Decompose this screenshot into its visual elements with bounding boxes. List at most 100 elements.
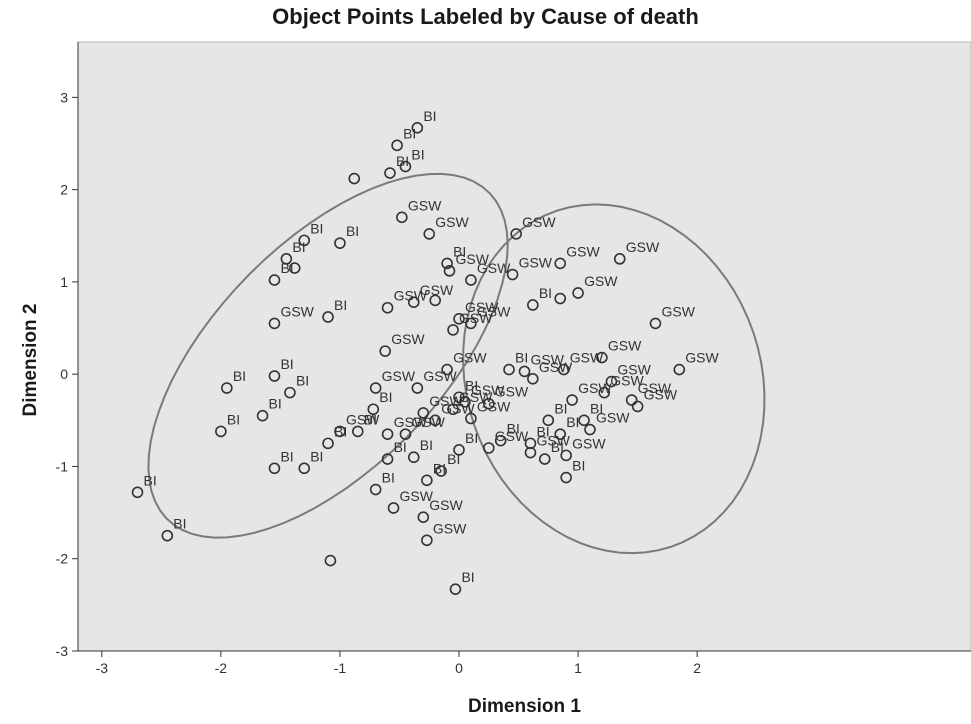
point-label: GSW bbox=[346, 411, 380, 427]
point-label: GSW bbox=[610, 373, 644, 389]
data-point bbox=[572, 287, 584, 299]
data-point bbox=[506, 268, 519, 281]
y-axis-label: Dimension 2 bbox=[20, 303, 41, 417]
axes-layer: -3 -2 -1 0 1 2 3 -3 -2 -1 0 1 2 bbox=[56, 42, 971, 676]
x-tick-label: 1 bbox=[574, 660, 582, 676]
data-point bbox=[453, 444, 465, 456]
point-label: GSW bbox=[531, 351, 565, 367]
data-point bbox=[598, 386, 611, 399]
point-label: GSW bbox=[429, 497, 463, 513]
data-point bbox=[268, 317, 281, 330]
data-point bbox=[381, 453, 394, 465]
point-label: BI bbox=[465, 430, 478, 446]
point-label: BI bbox=[396, 153, 409, 169]
point-label: GSW bbox=[394, 414, 428, 430]
data-point bbox=[518, 365, 531, 378]
data-point bbox=[482, 442, 495, 454]
point-label: BI bbox=[144, 472, 157, 488]
point-label: GSW bbox=[536, 433, 570, 449]
data-point bbox=[348, 172, 361, 185]
data-point bbox=[411, 382, 424, 394]
point-label: GSW bbox=[411, 414, 445, 430]
plot-area bbox=[77, 41, 971, 652]
data-point bbox=[387, 502, 400, 514]
data-point bbox=[399, 428, 412, 440]
data-point bbox=[510, 228, 522, 240]
data-point bbox=[417, 407, 430, 419]
data-point bbox=[605, 375, 618, 388]
data-point bbox=[441, 257, 453, 270]
y-tick-label: 2 bbox=[60, 182, 68, 198]
point-label: GSW bbox=[539, 359, 573, 375]
data-point bbox=[542, 414, 555, 427]
point-label: BI bbox=[280, 448, 293, 464]
data-point bbox=[429, 294, 442, 307]
data-point bbox=[538, 453, 551, 465]
point-label: BI bbox=[280, 356, 293, 372]
point-label: BI bbox=[590, 400, 603, 416]
data-point bbox=[494, 434, 507, 447]
point-label: BI bbox=[292, 239, 305, 255]
point-label: BI bbox=[423, 108, 436, 124]
data-point bbox=[554, 257, 567, 270]
data-point bbox=[334, 425, 346, 438]
point-label: BI bbox=[394, 439, 407, 455]
data-point bbox=[482, 397, 495, 410]
y-tick-label: 1 bbox=[60, 274, 68, 290]
x-tick-label: 0 bbox=[455, 660, 463, 676]
cluster-ellipse bbox=[147, 172, 509, 539]
point-label: BI bbox=[539, 285, 552, 301]
point-label: BI bbox=[447, 451, 460, 467]
x-tick-label: -1 bbox=[334, 660, 347, 676]
data-point bbox=[449, 583, 462, 595]
point-label: BI bbox=[296, 373, 309, 389]
data-point bbox=[391, 139, 403, 152]
data-point bbox=[407, 451, 420, 464]
point-label: GSW bbox=[685, 350, 719, 366]
y-tick-label: -2 bbox=[56, 551, 69, 567]
data-point bbox=[268, 274, 281, 286]
data-point bbox=[334, 237, 346, 249]
point-label: GSW bbox=[441, 400, 475, 416]
point-label: GSW bbox=[465, 299, 499, 315]
point-label: GSW bbox=[596, 410, 630, 426]
data-point bbox=[324, 554, 337, 567]
data-point bbox=[298, 234, 311, 247]
point-label: GSW bbox=[584, 273, 618, 289]
point-label: BI bbox=[227, 411, 240, 427]
data-point bbox=[566, 394, 578, 406]
data-point bbox=[268, 462, 281, 475]
data-point bbox=[465, 412, 477, 425]
point-label: BI bbox=[346, 223, 359, 239]
point-label: BI bbox=[536, 423, 549, 439]
point-label: GSW bbox=[519, 255, 553, 271]
data-point bbox=[584, 423, 596, 436]
cluster-ellipse bbox=[462, 203, 766, 555]
data-point bbox=[435, 465, 447, 477]
point-label: BI bbox=[551, 439, 564, 455]
point-label: BI bbox=[334, 297, 347, 313]
point-label: BI bbox=[310, 220, 323, 236]
data-point bbox=[441, 363, 453, 376]
data-point bbox=[625, 394, 638, 406]
point-label: GSW bbox=[433, 520, 467, 536]
point-label: GSW bbox=[382, 368, 416, 384]
point-label: GSW bbox=[566, 243, 600, 259]
data-point bbox=[453, 313, 465, 325]
data-point bbox=[280, 253, 293, 265]
data-point bbox=[465, 317, 477, 330]
data-point bbox=[596, 351, 608, 364]
data-point bbox=[447, 324, 459, 336]
data-point bbox=[256, 409, 269, 422]
point-label: GSW bbox=[459, 389, 493, 405]
point-label: GSW bbox=[495, 384, 529, 400]
data-point bbox=[527, 299, 539, 311]
data-point bbox=[288, 262, 301, 274]
point-label: GSW bbox=[617, 362, 651, 378]
point-label: GSW bbox=[578, 380, 612, 396]
data-point bbox=[407, 296, 420, 309]
point-label: GSW bbox=[522, 214, 556, 230]
data-point bbox=[161, 529, 174, 542]
